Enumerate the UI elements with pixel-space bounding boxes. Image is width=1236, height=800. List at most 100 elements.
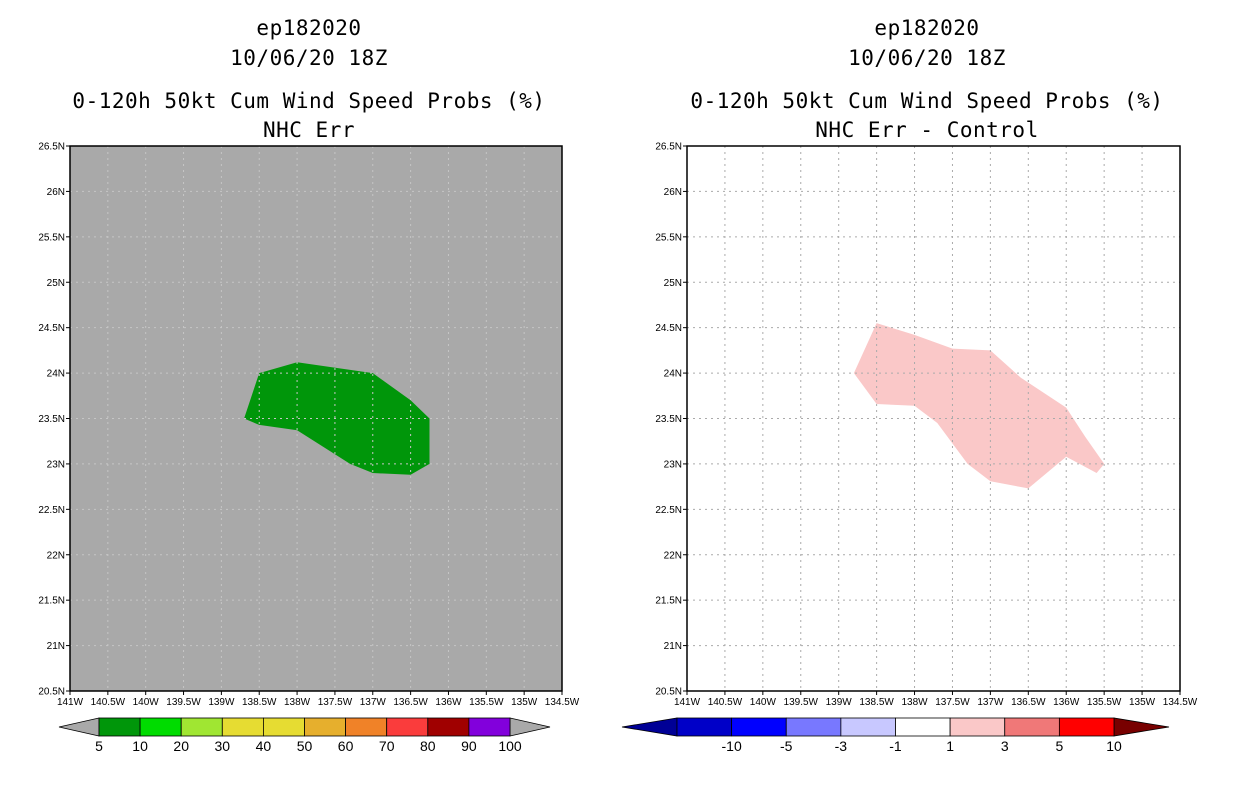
y-tick-label: 20.5N <box>655 687 682 698</box>
colorbar-label: -3 <box>835 738 848 754</box>
y-tick-label: 24N <box>47 369 65 380</box>
x-tick-label: 141W <box>57 697 84 708</box>
y-tick-label: 23N <box>664 459 682 470</box>
map-plot-nhc-err-minus-control: 141W 140.5W 140W 139.5W 139W 138.5W 138W 137.5W… <box>621 142 1198 754</box>
colorbar-segment <box>1058 717 1115 737</box>
x-tick-label: 137.5W <box>318 697 353 708</box>
left-panel: ep182020 10/06/20 18Z 0-120h 50kt Cum Wi… <box>38 16 580 755</box>
x-tick-label: 138.5W <box>242 697 277 708</box>
x-tick-label: 134.5W <box>545 697 580 708</box>
x-tick-label: 140W <box>750 697 777 708</box>
y-tick-label: 22N <box>47 550 65 561</box>
y-tick-label: 25.5N <box>38 232 65 243</box>
x-tick-label: 136W <box>435 697 462 708</box>
colorbar-label: 60 <box>338 738 354 754</box>
chart-subtitle: NHC Err - Control <box>815 118 1039 142</box>
y-tick-label: 25N <box>47 278 65 289</box>
y-tick-label: 24N <box>664 369 682 380</box>
y-tick-label: 22.5N <box>38 505 65 516</box>
y-tick-label: 21N <box>664 641 682 652</box>
colorbar-label: 1 <box>946 738 954 754</box>
datetime: 10/06/20 18Z <box>230 46 388 70</box>
x-tick-label: 140.5W <box>91 697 126 708</box>
storm-id: ep182020 <box>256 16 362 40</box>
probability-region <box>853 323 1105 489</box>
right-panel: ep182020 10/06/20 18Z 0-120h 50kt Cum Wi… <box>618 0 1236 800</box>
probability-region <box>244 362 430 475</box>
y-tick-label: 21N <box>47 641 65 652</box>
colorbar-label: 5 <box>1055 738 1063 754</box>
colorbar-label: 50 <box>297 738 313 754</box>
x-tick-label: 139W <box>208 697 235 708</box>
x-tick-label: 135.5W <box>1087 697 1122 708</box>
x-tick-label: 134.5W <box>1163 697 1198 708</box>
x-tick-label: 137W <box>977 697 1004 708</box>
colorbar-segment <box>221 717 264 737</box>
colorbar-segment <box>386 717 429 737</box>
y-tick-label: 26N <box>664 187 682 198</box>
colorbar-segment <box>840 717 896 737</box>
y-tick-label: 23.5N <box>655 414 682 425</box>
y-tick-label: 22N <box>664 550 682 561</box>
colorbar-label: 10 <box>132 738 148 754</box>
storm-id: ep182020 <box>874 16 980 40</box>
colorbar-segment <box>180 717 223 737</box>
colorbar-segment <box>676 717 733 737</box>
colorbar-over-triangle <box>1113 717 1170 737</box>
x-tick-label: 139W <box>826 697 853 708</box>
colorbar-segment <box>895 717 951 737</box>
colorbar-under-triangle <box>58 717 100 737</box>
chart-subtitle: NHC Err <box>262 118 355 142</box>
x-tick-label: 138W <box>901 697 928 708</box>
y-tick-label: 25N <box>664 278 682 289</box>
colorbar-segment <box>98 717 141 737</box>
colorbar-segment <box>949 717 1006 737</box>
y-tick-label: 21.5N <box>655 596 682 607</box>
colorbar-over-triangle <box>509 717 551 737</box>
chart-title: 0-120h 50kt Cum Wind Speed Probs (%) <box>72 89 546 113</box>
colorbar-label: 40 <box>256 738 272 754</box>
x-tick-label: 136.5W <box>393 697 428 708</box>
x-tick-label: 137.5W <box>935 697 970 708</box>
y-tick-label: 25.5N <box>655 232 682 243</box>
x-tick-label: 135W <box>511 697 538 708</box>
y-tick-label: 20.5N <box>38 687 65 698</box>
x-tick-label: 139.5W <box>784 697 819 708</box>
x-tick-label: 137W <box>360 697 387 708</box>
colorbar-label: 3 <box>1001 738 1009 754</box>
y-tick-label: 22.5N <box>655 505 682 516</box>
colorbar-segment <box>345 717 388 737</box>
y-tick-label: 23N <box>47 459 65 470</box>
y-tick-label: 24.5N <box>655 323 682 334</box>
chart-title: 0-120h 50kt Cum Wind Speed Probs (%) <box>690 89 1164 113</box>
colorbar-segment <box>304 717 346 737</box>
y-tick-label: 24.5N <box>38 323 65 334</box>
colorbar-label: -10 <box>722 738 742 754</box>
map-plot-nhc-err: 141W 140.5W 140W 139.5W 139W 138.5W 138W 137.5W… <box>38 142 580 755</box>
y-tick-label: 26.5N <box>38 142 65 153</box>
x-tick-label: 135.5W <box>469 697 504 708</box>
datetime: 10/06/20 18Z <box>848 46 1006 70</box>
colorbar-segment <box>731 717 787 737</box>
colorbar-label: -1 <box>889 738 902 754</box>
x-tick-label: 138W <box>284 697 311 708</box>
colorbar-label: 5 <box>95 738 103 754</box>
colorbar-label: 30 <box>215 738 231 754</box>
x-tick-label: 141W <box>674 697 701 708</box>
colorbar-label: 100 <box>498 738 522 754</box>
y-tick-label: 26.5N <box>655 142 682 153</box>
y-tick-label: 21.5N <box>38 596 65 607</box>
colorbar-segment <box>262 717 305 737</box>
x-tick-label: 136.5W <box>1011 697 1046 708</box>
colorbar-segment <box>427 717 470 737</box>
colorbar-label: 80 <box>420 738 436 754</box>
x-tick-label: 135W <box>1129 697 1156 708</box>
x-tick-label: 140.5W <box>708 697 743 708</box>
colorbar-segment <box>468 717 511 737</box>
y-tick-label: 26N <box>47 187 65 198</box>
x-tick-label: 140W <box>133 697 160 708</box>
x-tick-label: 139.5W <box>166 697 201 708</box>
colorbar-under-triangle <box>621 717 678 737</box>
colorbar-label: -5 <box>780 738 793 754</box>
colorbar-segment <box>139 717 182 737</box>
